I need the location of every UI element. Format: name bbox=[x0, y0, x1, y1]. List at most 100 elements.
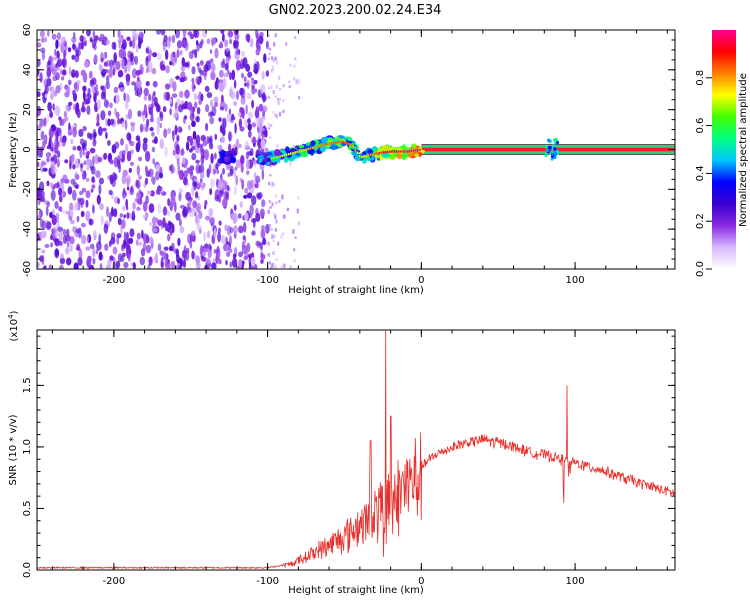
spectrogram-noise-cell bbox=[128, 167, 132, 173]
spectrogram-noise-cell bbox=[42, 197, 46, 203]
spectrogram-noise-cell bbox=[271, 181, 274, 187]
spectrogram-signal-cell bbox=[550, 152, 554, 157]
spectrogram-noise-cell bbox=[103, 223, 109, 234]
spectrogram-noise-cell bbox=[181, 57, 186, 67]
colorbar: 0.0 0.2 0.4 0.6 0.8 Normalized spectral ampl… bbox=[695, 30, 749, 277]
spectrogram-noise-cell bbox=[186, 101, 193, 111]
spectrogram-noise-cell bbox=[182, 30, 187, 38]
spectrogram-noise-cell bbox=[103, 99, 109, 108]
spectrogram-noise-cell bbox=[192, 181, 198, 187]
spectrogram-noise-cell bbox=[238, 225, 244, 234]
spectrogram-noise-cell bbox=[297, 196, 300, 200]
spectrogram-noise-cell bbox=[251, 159, 257, 164]
spectrogram-noise-cell bbox=[83, 160, 87, 166]
spectrogram-noise-cell bbox=[43, 36, 48, 43]
spectrogram-noise-cell bbox=[274, 265, 277, 269]
spectrogram-noise-cell bbox=[37, 142, 40, 147]
spectrogram-noise-cell bbox=[205, 60, 211, 71]
spectrogram-noise-cell bbox=[134, 55, 139, 65]
spectrogram-signal-cell bbox=[362, 151, 367, 156]
spectrogram-noise-cell bbox=[89, 147, 96, 154]
spectrogram-noise-cell bbox=[129, 161, 135, 166]
spectrogram-noise-cell bbox=[233, 225, 238, 235]
spectrogram-noise-cell bbox=[180, 66, 186, 71]
spectrogram-signal-core bbox=[303, 149, 305, 152]
spectrogram-noise-cell bbox=[86, 165, 90, 171]
spectrogram-noise-cell bbox=[246, 92, 252, 100]
spectrogram-signal-cell bbox=[364, 155, 371, 160]
spectrogram-noise-cell bbox=[191, 185, 195, 197]
spectrogram-noise-cell bbox=[136, 79, 142, 89]
spectrogram-signal-core bbox=[307, 148, 309, 151]
spectrogram-signal-cell bbox=[544, 153, 548, 157]
spectrogram-noise-cell bbox=[274, 214, 277, 219]
spectrogram-noise-cell bbox=[111, 206, 114, 217]
spectrogram-signal-core bbox=[361, 155, 363, 159]
spectrogram-noise-cell bbox=[249, 38, 254, 48]
spectrogram-noise-cell bbox=[187, 31, 193, 36]
spectrogram-noise-cell bbox=[86, 30, 91, 37]
spectrogram-noise-cell bbox=[160, 30, 166, 36]
spectrogram-noise-cell bbox=[179, 218, 182, 227]
spectrogram-noise-cell bbox=[51, 33, 57, 40]
spectrogram-noise-cell bbox=[229, 235, 232, 246]
spectrogram-noise-cell bbox=[164, 83, 171, 90]
spectrogram-noise-cell bbox=[164, 146, 168, 158]
spectrogram-noise-cell bbox=[272, 262, 275, 268]
spectrogram-noise-cell bbox=[255, 48, 260, 56]
spectrogram-noise-cell bbox=[39, 218, 44, 228]
spectrogram-noise-cell bbox=[248, 255, 252, 267]
spectrogram-noise-cell bbox=[251, 195, 257, 206]
spectrogram-noise-cell bbox=[109, 174, 114, 185]
spectrogram-noise-cell bbox=[59, 206, 63, 213]
spectrogram-noise-cell bbox=[214, 101, 219, 108]
spectrogram-noise-cell bbox=[204, 247, 209, 253]
spectrogram-noise-cell bbox=[220, 136, 225, 143]
spectrogram-noise-cell bbox=[271, 65, 274, 69]
spectrogram-noise-cell bbox=[225, 56, 230, 65]
spectrogram-noise-cell bbox=[76, 243, 81, 251]
spectrogram-noise-cell bbox=[207, 230, 211, 239]
spectrogram-noise-cell bbox=[104, 243, 109, 251]
spectrogram-noise-cell bbox=[267, 57, 270, 60]
spectrogram-noise-cell bbox=[239, 126, 245, 132]
spectrogram-noise-cell bbox=[169, 227, 173, 236]
spectrogram-noise-cell bbox=[142, 201, 148, 212]
spectrogram-signal-core bbox=[358, 154, 361, 158]
spectrogram-noise-cell bbox=[191, 250, 195, 260]
spectrogram-noise-cell bbox=[123, 231, 127, 242]
spectrogram-noise-cell bbox=[292, 145, 295, 148]
spectrogram-noise-cell bbox=[75, 49, 81, 57]
snr-series-line bbox=[37, 330, 675, 570]
spectrogram-noise-cell bbox=[73, 82, 78, 90]
spectrogram-noise-cell bbox=[240, 155, 245, 165]
spectrogram-noise-cell bbox=[272, 111, 275, 115]
spectrogram-noise-cell bbox=[156, 52, 162, 61]
spectrogram-noise-cell bbox=[57, 226, 64, 232]
spectrogram-noise-cell bbox=[41, 249, 46, 254]
spectrogram-noise-cell bbox=[109, 102, 113, 109]
x-tick-label: 0 bbox=[418, 275, 424, 286]
spectrogram-noise-cell bbox=[236, 90, 239, 101]
spectrogram-noise-cell bbox=[191, 81, 196, 93]
spectrogram-noise-cell bbox=[263, 53, 267, 63]
spectrogram-signal-core bbox=[335, 141, 337, 144]
spectrogram-noise-cell bbox=[278, 200, 281, 203]
spectrogram-noise-cell bbox=[168, 245, 174, 252]
spectrogram-noise-cell bbox=[178, 192, 182, 202]
spectrogram-noise-cell bbox=[40, 30, 45, 38]
spectrogram-noise-cell bbox=[226, 225, 232, 236]
spectrogram-noise-cell bbox=[233, 79, 237, 89]
spectrogram-signal-core bbox=[367, 154, 370, 157]
spectrogram-noise-cell bbox=[144, 150, 151, 162]
spectrogram-noise-cell bbox=[38, 198, 41, 206]
spectrogram-noise-cell bbox=[178, 90, 184, 99]
spectrogram-noise-cell bbox=[264, 147, 269, 153]
spectrogram-noise-cell bbox=[102, 53, 106, 60]
spectrogram-noise-cell bbox=[38, 212, 41, 218]
spectrogram-noise-cell bbox=[37, 145, 40, 156]
spectrogram-noise-cell bbox=[204, 199, 208, 206]
spectrogram-noise-cell bbox=[167, 210, 171, 217]
spectrogram-noise-cell bbox=[268, 223, 271, 228]
x-tick-label: 0 bbox=[418, 576, 424, 587]
